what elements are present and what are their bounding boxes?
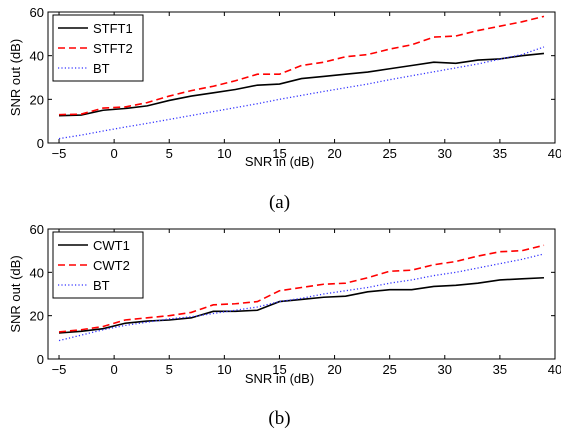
x-axis-label: SNR in (dB) — [245, 154, 314, 169]
x-tick-label: 20 — [327, 362, 341, 377]
legend: STFT1 STFT2 BT — [52, 14, 144, 82]
x-tick-label: 0 — [111, 362, 118, 377]
y-tick-label: 60 — [30, 5, 44, 20]
legend-label-stft1: STFT1 — [93, 21, 133, 36]
x-tick-label: −5 — [52, 362, 67, 377]
x-tick-label: 35 — [493, 362, 507, 377]
y-axis-label: SNR out (dB) — [8, 255, 23, 332]
series-line-stft2 — [59, 15, 545, 116]
series-line-bt — [58, 46, 545, 140]
y-tick-label: 40 — [30, 265, 44, 280]
legend-box — [52, 14, 144, 82]
legend: CWT1 CWT2 BT — [52, 231, 144, 299]
x-tick-label: 15 — [272, 362, 286, 377]
y-tick-label: 40 — [30, 49, 44, 64]
x-tick-label: 0 — [111, 146, 118, 161]
x-tick-label: 20 — [327, 146, 341, 161]
legend-label-cwt2: CWT2 — [93, 258, 130, 273]
x-tick-label: 40 — [548, 362, 561, 377]
x-tick-label: 25 — [382, 362, 396, 377]
chart-panel-b: −5 0 5 10 15 20 25 30 35 40 0 20 40 60 CWT1 CWT2 BT SNR i… — [8, 222, 561, 429]
legend-box — [52, 231, 144, 299]
x-axis-label: SNR in (dB) — [245, 371, 314, 386]
x-tick-label: 10 — [217, 362, 231, 377]
y-tick-label: 60 — [30, 222, 44, 237]
x-tick-label: 30 — [438, 146, 452, 161]
legend-label-stft2: STFT2 — [93, 41, 133, 56]
x-tick-label: 15 — [272, 146, 286, 161]
x-tick-label: −5 — [52, 146, 67, 161]
y-tick-label: 20 — [30, 92, 44, 107]
y-tick-label: 0 — [37, 352, 44, 367]
y-axis-label: SNR out (dB) — [8, 39, 23, 116]
x-tick-label: 5 — [166, 146, 173, 161]
x-tick-label: 35 — [493, 146, 507, 161]
chart-panel-a: −5 0 5 10 15 20 25 30 35 40 0 20 40 60 STFT1 STFT2 BT SNR… — [8, 5, 561, 213]
x-tick-label: 5 — [166, 362, 173, 377]
panel-caption-b: (b) — [268, 408, 290, 429]
y-tick-label: 0 — [37, 136, 44, 151]
series-line-bt — [58, 253, 545, 342]
x-tick-label: 25 — [382, 146, 396, 161]
y-tick-label: 20 — [30, 309, 44, 324]
legend-label-bt: BT — [93, 278, 110, 293]
x-tick-label: 30 — [438, 362, 452, 377]
x-tick-label: 40 — [548, 146, 561, 161]
legend-label-bt: BT — [93, 61, 110, 76]
legend-label-cwt1: CWT1 — [93, 238, 130, 253]
panel-caption-a: (a) — [269, 192, 290, 213]
x-tick-label: 10 — [217, 146, 231, 161]
